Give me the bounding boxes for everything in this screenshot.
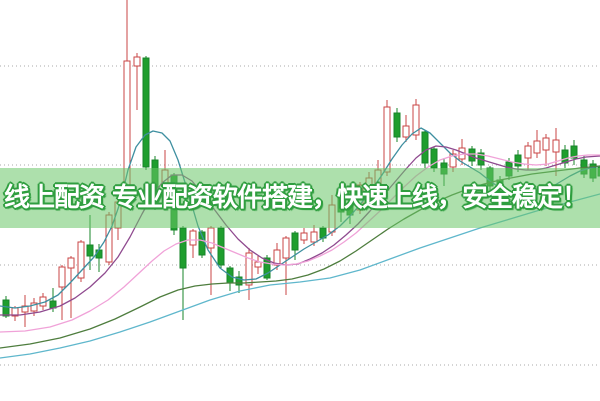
candles: [2, 0, 600, 327]
promo-banner: 线上配资 专业配资软件搭建，快速上线，安全稳定！: [0, 168, 600, 228]
promo-banner-text: 线上配资 专业配资软件搭建，快速上线，安全稳定！: [4, 183, 588, 213]
